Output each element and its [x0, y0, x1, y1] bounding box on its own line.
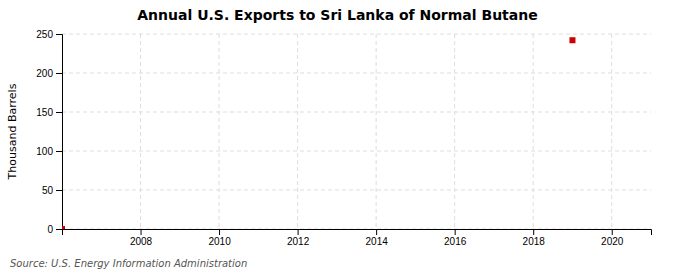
tick: 2012 [287, 229, 310, 247]
tick-mark [56, 73, 62, 74]
tick-label: 150 [36, 107, 53, 118]
grid-line [62, 151, 651, 152]
y-axis-label: Thousand Barrels [6, 83, 19, 180]
tick-label: 2016 [444, 236, 467, 247]
grid-line [62, 73, 651, 74]
tick: 150 [36, 107, 62, 118]
plot-area: 2008 2010 2012 2014 2016 2018 2020 0 50 100 150 200… [36, 29, 651, 247]
axis-line [56, 35, 63, 230]
grid-line [62, 112, 651, 113]
tick-mark [533, 229, 534, 235]
tick-mark [298, 229, 299, 235]
points [62, 37, 575, 229]
grid [62, 34, 651, 229]
tick: 2008 [130, 229, 153, 247]
tick: 2016 [444, 229, 467, 247]
grid-line [533, 34, 534, 229]
tick-label: 200 [36, 68, 53, 79]
tick: 2014 [366, 229, 389, 247]
x-axis: 2008 2010 2012 2014 2016 2018 2020 [63, 229, 652, 247]
tick-label: 2012 [287, 236, 310, 247]
grid-line [297, 34, 298, 229]
tick-label: 2010 [208, 236, 231, 247]
tick-label: 100 [36, 146, 53, 157]
y-axis: 0 50 100 150 200 250 [36, 29, 62, 235]
tick-mark [141, 229, 142, 235]
tick: 250 [36, 29, 62, 40]
tick: 0 [47, 224, 62, 235]
tick-label: 0 [47, 224, 53, 235]
chart: 2008 2010 2012 2014 2016 2018 2020 0 50 100 150 200… [0, 0, 675, 275]
tick-label: 2018 [523, 236, 546, 247]
grid-line [376, 34, 377, 229]
annotation: Source: U.S. Energy Information Administ… [10, 258, 247, 269]
tick-label: 2008 [130, 236, 153, 247]
tick-label: 50 [42, 185, 54, 196]
grid-line [62, 34, 651, 35]
grid-line [62, 190, 651, 191]
point [62, 226, 65, 229]
grid-line [611, 34, 612, 229]
tick-mark [219, 229, 220, 235]
tick-label: 2014 [366, 236, 389, 247]
tick-mark [612, 229, 613, 235]
tick: 200 [36, 68, 62, 79]
tick-mark [455, 229, 456, 235]
tick-mark [56, 112, 62, 113]
grid-line [219, 34, 220, 229]
axis-line [63, 230, 652, 236]
tick-label: 250 [36, 29, 53, 40]
tick: 2018 [523, 229, 546, 247]
point [569, 37, 575, 43]
tick: 50 [42, 185, 62, 196]
tick-label: 2020 [601, 236, 624, 247]
tick: 2010 [208, 229, 231, 247]
grid-line [140, 34, 141, 229]
tick-mark [56, 34, 62, 35]
tick-mark [376, 229, 377, 235]
grid-line [454, 34, 455, 229]
title: Annual U.S. Exports to Sri Lanka of Norm… [137, 7, 537, 23]
tick-mark [56, 229, 62, 230]
tick-mark [56, 151, 62, 152]
tick: 100 [36, 146, 62, 157]
tick-mark [56, 190, 62, 191]
tick: 2020 [601, 229, 624, 247]
